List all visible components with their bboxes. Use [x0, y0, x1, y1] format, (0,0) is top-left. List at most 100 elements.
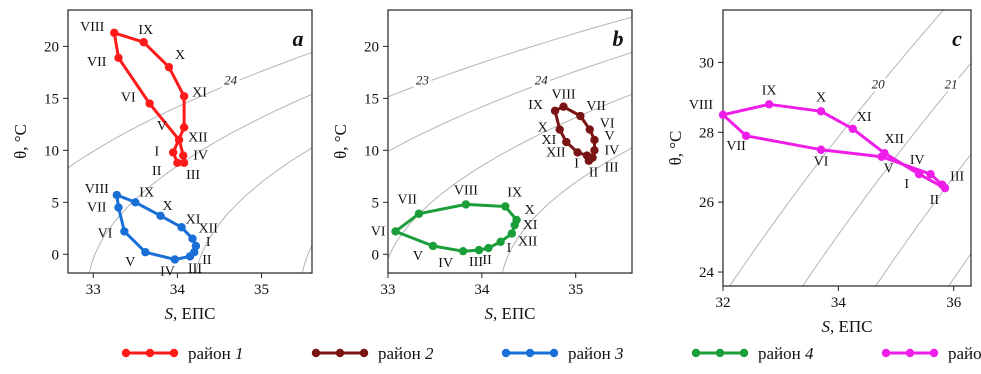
month-label-VII: VII — [586, 99, 606, 114]
month-label-III: III — [188, 261, 202, 276]
month-label-IV: IV — [910, 153, 925, 168]
legend-marker — [715, 348, 725, 358]
data-point-I — [914, 170, 924, 179]
legend-marker — [691, 348, 701, 358]
data-point-VII — [114, 203, 123, 212]
y-tick-label: 5 — [52, 195, 60, 211]
legend-marker — [121, 348, 131, 358]
month-label-VII: VII — [87, 201, 107, 216]
y-tick-label: 26 — [699, 195, 715, 211]
isopycnal-lines: 23 24 — [388, 16, 632, 273]
x-tick-label: 34 — [831, 295, 847, 311]
data-point-III — [179, 158, 189, 168]
x-tick-label: 32 — [716, 295, 731, 311]
y-tick-label: 0 — [372, 247, 380, 263]
month-label-VIII: VIII — [454, 183, 478, 198]
data-point-II — [484, 243, 493, 253]
y-tick-label: 15 — [364, 91, 379, 107]
month-label-IV: IV — [193, 149, 208, 164]
isopycnal-line-21 — [802, 62, 971, 286]
legend-marker — [335, 348, 345, 358]
month-label-X: X — [538, 121, 548, 136]
month-label-VIII: VIII — [80, 20, 104, 35]
data-point-XI — [848, 124, 857, 133]
month-label-II: II — [202, 253, 212, 268]
month-label-I: I — [155, 144, 160, 159]
month-label-VI: VI — [600, 117, 615, 132]
data-point-II — [173, 158, 182, 168]
legend-marker — [525, 348, 535, 358]
month-label-I: I — [206, 235, 211, 250]
isopycnal-label-bg — [413, 74, 432, 88]
data-point-VI — [585, 125, 594, 134]
panel-letter: a — [293, 26, 304, 51]
plot-frame — [722, 9, 972, 287]
legend: район 1 район 2 район 3 район 4 район 5 — [121, 344, 981, 363]
month-label-V: V — [157, 119, 167, 134]
data-point-XI — [179, 92, 189, 101]
data-point-VIII — [718, 110, 728, 120]
month-label-IX: IX — [762, 83, 777, 98]
data-point-VIII — [110, 28, 119, 38]
data-point-XII — [880, 149, 889, 158]
month-label-XI: XI — [542, 133, 557, 148]
data-point-VII — [741, 131, 751, 140]
data-point-IX — [550, 106, 560, 116]
x-tick-label: 36 — [946, 295, 962, 311]
data-point-V — [590, 135, 599, 145]
month-label-XI: XI — [192, 85, 207, 100]
legend-label: район 3 — [568, 344, 624, 363]
legend-label: район 2 — [378, 344, 434, 363]
data-point-X — [156, 211, 165, 221]
series-line — [721, 102, 947, 190]
month-label-II: II — [589, 166, 599, 181]
month-label-IV: IV — [438, 256, 453, 271]
isopycnal-line-20 — [729, 10, 944, 286]
legend-item-3: район 3 — [501, 344, 624, 363]
panel-letter: b — [613, 26, 624, 51]
y-axis-label: θ, °C — [331, 124, 350, 159]
month-label-XII: XII — [199, 222, 219, 237]
month-label-XI: XI — [523, 218, 538, 233]
month-label-II: II — [930, 193, 940, 208]
data-point-XII — [179, 123, 189, 132]
x-tick-label: 34 — [170, 282, 186, 298]
y-axis-label: θ, °C — [11, 124, 30, 159]
isopycnal-line-26 — [195, 147, 312, 273]
legend-marker — [905, 348, 915, 358]
legend-label: район 5 — [948, 344, 981, 363]
legend-marker — [739, 348, 749, 358]
isopycnal-line-25 — [88, 93, 312, 273]
month-label-VIII: VIII — [85, 182, 109, 197]
month-label-XII: XII — [188, 130, 208, 145]
month-label-XII: XII — [546, 145, 566, 160]
data-point-IV — [458, 246, 468, 256]
data-point-V — [141, 248, 150, 257]
isopycnal-line-23 — [388, 16, 632, 98]
month-label-III: III — [605, 161, 619, 176]
isopycnal-line-23 — [948, 252, 971, 286]
legend-marker — [881, 348, 891, 358]
month-label-IX: IX — [139, 185, 154, 200]
month-label-VI: VI — [814, 155, 829, 170]
y-tick-label: 20 — [364, 39, 379, 55]
data-point-VIII — [461, 200, 471, 209]
month-label-II: II — [482, 253, 492, 268]
month-label-IX: IX — [528, 98, 543, 113]
month-label-VII: VII — [398, 193, 418, 208]
month-label-VI: VI — [98, 226, 113, 241]
month-label-XI: XI — [857, 110, 872, 125]
isopycnal-line-28 — [409, 10, 868, 273]
plot-frame — [387, 9, 633, 274]
legend-item-1: район 1 — [121, 344, 244, 363]
data-point-X — [816, 107, 826, 116]
data-point-IX — [764, 100, 774, 109]
x-axis-label: S, ЕПС — [165, 304, 216, 323]
legend-marker — [169, 348, 179, 358]
y-tick-label: 5 — [372, 195, 380, 211]
isopycnal-label-bg — [221, 74, 240, 88]
x-axis-label: S, ЕПС — [485, 304, 536, 323]
